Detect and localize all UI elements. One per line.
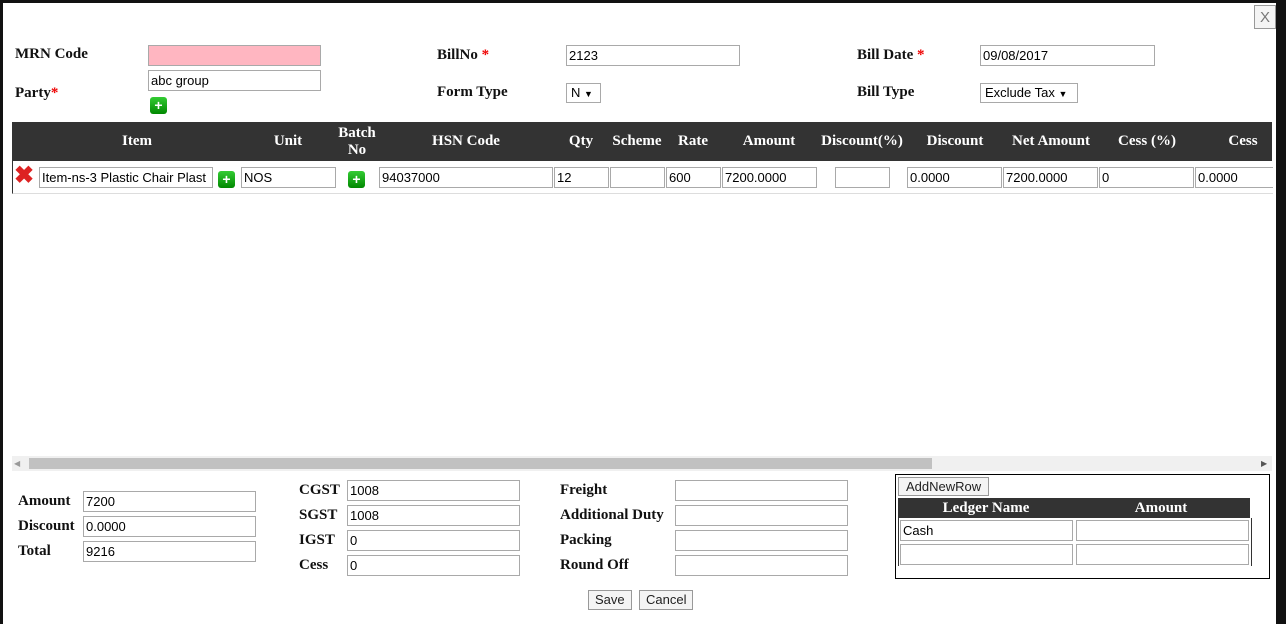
freight-input[interactable] <box>675 480 848 501</box>
add-party-icon[interactable]: + <box>150 97 167 114</box>
col-qty: Qty <box>568 133 594 149</box>
party-input[interactable] <box>148 70 321 91</box>
form-type-label: Form Type <box>437 84 508 100</box>
items-table-header: Item Unit Batch No HSN Code Qty Scheme R… <box>12 122 1272 161</box>
col-cess: Cess <box>1228 133 1258 149</box>
col-hsn-code: HSN Code <box>432 133 500 149</box>
ledger-name-input[interactable] <box>900 520 1073 541</box>
net-amount-input[interactable] <box>1003 167 1098 188</box>
ledger-amount-input[interactable] <box>1076 520 1249 541</box>
cess-pct-input[interactable] <box>1099 167 1194 188</box>
bill-type-label: Bill Type <box>857 84 915 100</box>
save-button[interactable]: Save <box>588 590 632 610</box>
add-item-icon[interactable]: + <box>218 171 235 188</box>
dropdown-arrow-icon: ▼ <box>584 89 593 99</box>
item-input[interactable] <box>39 167 213 188</box>
bill-date-label-text: Bill Date <box>857 47 914 63</box>
col-discount: Discount <box>926 133 984 149</box>
mrn-code-input[interactable] <box>148 45 321 66</box>
round-off-label: Round Off <box>560 557 629 573</box>
cgst-input[interactable] <box>347 480 520 501</box>
bill-no-label-text: BillNo <box>437 47 478 63</box>
qty-input[interactable] <box>554 167 609 188</box>
igst-input[interactable] <box>347 530 520 551</box>
col-net-amount: Net Amount <box>1012 133 1090 149</box>
close-button[interactable]: X <box>1254 5 1276 29</box>
ledger-table-header: Ledger Name Amount <box>898 498 1250 518</box>
packing-label: Packing <box>560 532 612 548</box>
add-new-row-button[interactable]: AddNewRow <box>898 477 990 496</box>
cgst-label: CGST <box>299 482 340 498</box>
amount-label: Amount <box>18 493 71 509</box>
unit-input[interactable] <box>241 167 336 188</box>
col-unit: Unit <box>273 133 303 149</box>
additional-duty-input[interactable] <box>675 505 848 526</box>
party-label-text: Party <box>15 85 51 101</box>
sgst-label: SGST <box>299 507 338 523</box>
discount-input[interactable] <box>907 167 1002 188</box>
add-batch-icon[interactable]: + <box>348 171 365 188</box>
freight-label: Freight <box>560 482 608 498</box>
cess-label: Cess <box>299 557 329 573</box>
total-label: Total <box>18 543 51 559</box>
discount-label: Discount <box>18 518 75 534</box>
col-cess-pct: Cess (%) <box>1118 133 1176 149</box>
packing-input[interactable] <box>675 530 848 551</box>
horizontal-scrollbar[interactable]: ◀ ▶ <box>12 456 1272 471</box>
col-amount: Amount <box>742 133 796 149</box>
discount-pct-input[interactable] <box>835 167 890 188</box>
col-batch-no: Batch No <box>338 125 376 158</box>
col-rate: Rate <box>678 133 708 149</box>
bill-type-select[interactable]: Exclude Tax ▼ <box>980 83 1078 103</box>
delete-row-icon[interactable]: ✖ <box>14 162 35 189</box>
cess-input[interactable] <box>1195 167 1273 188</box>
bill-no-label: BillNo * <box>437 47 489 64</box>
party-label: Party* <box>15 85 58 102</box>
cess-total-input[interactable] <box>347 555 520 576</box>
table-row: ✖ + + <box>12 161 1273 194</box>
total-input[interactable] <box>83 541 256 562</box>
mrn-dialog: X MRN Code Party* + BillNo * Form Type N… <box>3 3 1276 624</box>
col-ledger-name: Ledger Name <box>942 500 1030 516</box>
bill-date-input[interactable] <box>980 45 1155 66</box>
total-discount-input[interactable] <box>83 516 256 537</box>
ledger-rows <box>898 518 1252 566</box>
form-type-value: N <box>571 85 581 100</box>
bill-type-value: Exclude Tax <box>985 85 1055 100</box>
bill-date-label: Bill Date * <box>857 47 925 64</box>
amount-input[interactable] <box>722 167 817 188</box>
total-amount-input[interactable] <box>83 491 256 512</box>
ledger-name-input[interactable] <box>900 544 1073 565</box>
required-mark: * <box>917 47 925 63</box>
col-scheme: Scheme <box>612 133 662 149</box>
cancel-button[interactable]: Cancel <box>639 590 694 610</box>
ledger-amount-input[interactable] <box>1076 544 1249 565</box>
mrn-code-label: MRN Code <box>15 46 88 62</box>
igst-label: IGST <box>299 532 335 548</box>
col-ledger-amount: Amount <box>1134 500 1188 516</box>
scrollbar-thumb[interactable] <box>29 458 932 469</box>
dropdown-arrow-icon: ▼ <box>1058 89 1068 99</box>
bill-no-input[interactable] <box>566 45 740 66</box>
additional-duty-label: Additional Duty <box>560 507 664 523</box>
rate-input[interactable] <box>666 167 721 188</box>
col-discount-pct: Discount(%) <box>821 133 903 149</box>
required-mark: * <box>50 85 59 101</box>
sgst-input[interactable] <box>347 505 520 526</box>
required-mark: * <box>481 47 490 63</box>
scroll-left-icon[interactable]: ◀ <box>14 459 21 468</box>
scheme-input[interactable] <box>610 167 665 188</box>
hsn-code-input[interactable] <box>379 167 553 188</box>
scroll-right-icon[interactable]: ▶ <box>1261 459 1268 468</box>
ledger-panel: AddNewRow Ledger Name Amount <box>895 474 1270 579</box>
form-type-select[interactable]: N ▼ <box>566 83 601 103</box>
round-off-input[interactable] <box>675 555 848 576</box>
col-item: Item <box>122 133 152 149</box>
